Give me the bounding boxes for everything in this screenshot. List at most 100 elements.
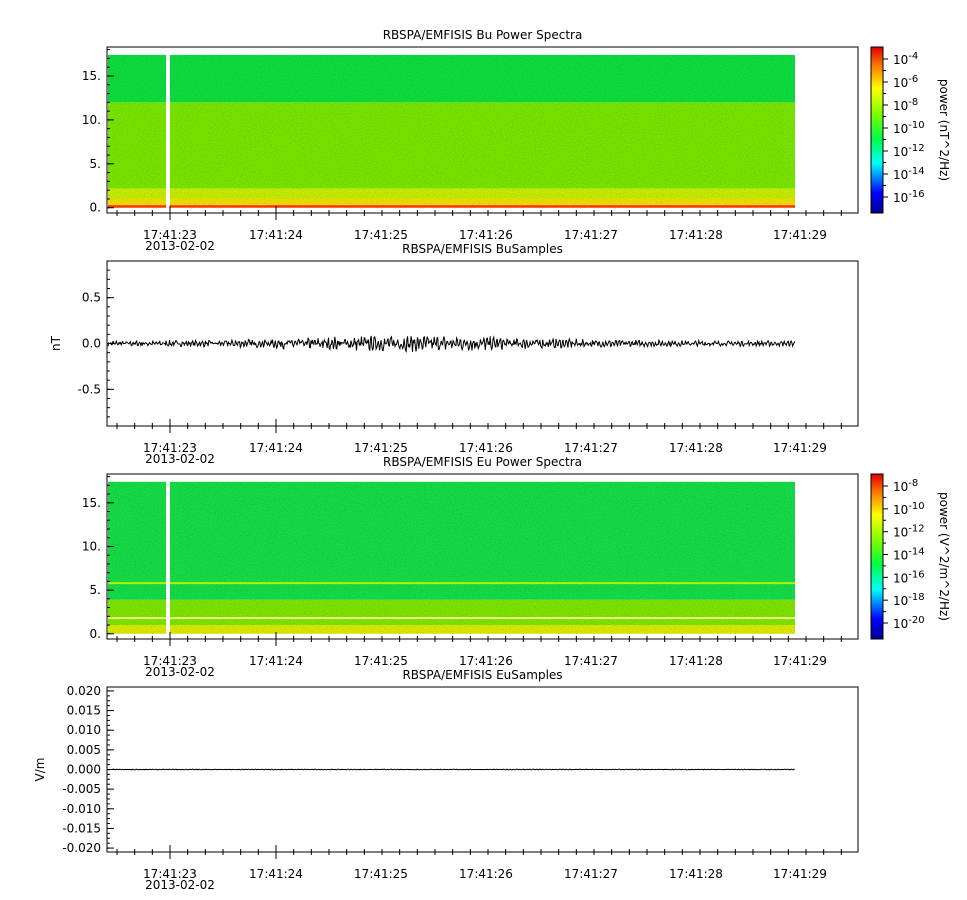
y-tick-label: -0.005 (62, 782, 101, 796)
x-tick-label: 17:41:23 (143, 441, 197, 455)
y-tick-label: -0.5 (78, 382, 101, 396)
colorbar-tick-label: 10-6 (893, 74, 918, 90)
spectral-line-1 (108, 617, 795, 620)
x-tick-label: 17:41:28 (669, 228, 723, 242)
x-tick-label: 17:41:29 (773, 441, 827, 455)
x-tick-label: 17:41:27 (564, 867, 618, 881)
x-tick-label: 17:41:27 (564, 228, 618, 242)
colorbar-tick-label: 10-16 (893, 569, 925, 585)
x-tick-label: 17:41:28 (669, 867, 723, 881)
plot-panel-2: RBSPA/EMFISIS BuSamples nT -0.5 0.0 0.5 17:41… (49, 242, 859, 466)
y-tick-label: 10. (82, 113, 101, 127)
waveform-trace (107, 335, 796, 354)
y-tick-label: 0.000 (67, 763, 101, 777)
date-label: 2013-02-02 (145, 239, 215, 253)
x-tick-label: 17:41:23 (143, 228, 197, 242)
y-tick-label: 5. (90, 583, 101, 597)
y-axis: -0.5 0.0 0.5 (78, 269, 114, 418)
x-axis: 17:41:23 17:41:24 17:41:25 17:41:26 17:41:27… (116, 206, 842, 253)
y-axis: 0. 5. 10. 15. (82, 476, 114, 641)
y-axis-label: nT (49, 335, 63, 351)
plot-panel-3: RBSPA/EMFISIS Eu Power Spectra10-810-101… (82, 455, 951, 679)
colorbar-tick-label: 10-12 (893, 524, 925, 540)
y-tick-label: 10. (82, 539, 101, 553)
x-tick-label: 17:41:26 (459, 441, 513, 455)
x-tick-label: 17:41:27 (564, 441, 618, 455)
colorbar-tick-label: 10-14 (893, 547, 925, 563)
colorbar-scale (870, 473, 884, 640)
x-tick-label: 17:41:24 (249, 441, 303, 455)
x-tick-label: 17:41:23 (143, 867, 197, 881)
spectrogram-band-4 (108, 102, 795, 189)
y-axis: -0.020 -0.015 -0.010 -0.005 0.000 0.005 0.010 0… (62, 684, 114, 855)
colorbar-tick-label: 10-12 (893, 143, 925, 159)
colorbar-tick-label: 10-4 (893, 51, 918, 67)
data-gap (166, 54, 170, 208)
plot-panel-4: RBSPA/EMFISIS EuSamplesV/m-0.020-0.015-0… (33, 668, 859, 892)
x-tick-label: 17:41:28 (669, 654, 723, 668)
y-tick-label: 15. (82, 496, 101, 510)
x-tick-label: 17:41:25 (354, 441, 408, 455)
x-tick-label: 17:41:29 (773, 654, 827, 668)
y-axis-label: V/m (33, 758, 47, 782)
date-label: 2013-02-02 (145, 452, 215, 466)
y-tick-label: 0. (90, 201, 101, 215)
x-tick-label: 17:41:26 (459, 867, 513, 881)
x-tick-label: 17:41:24 (249, 228, 303, 242)
date-label: 2013-02-02 (145, 878, 215, 892)
colorbar-tick-label: 10-16 (893, 189, 925, 205)
spectrogram-band-2 (108, 198, 795, 206)
y-tick-label: 0.0 (82, 337, 101, 351)
date-label: 2013-02-02 (145, 665, 215, 679)
spectrogram-band-5 (108, 54, 795, 103)
x-axis: 17:41:23 17:41:24 17:41:25 17:41:26 17:41:27… (116, 845, 842, 892)
y-tick-label: -0.010 (62, 802, 101, 816)
plot-title: RBSPA/EMFISIS Bu Power Spectra (383, 28, 583, 42)
x-tick-label: 17:41:27 (564, 654, 618, 668)
colorbar-tick-label: 10-20 (893, 615, 925, 631)
x-tick-label: 17:41:26 (459, 228, 513, 242)
spectrogram (108, 54, 795, 208)
spectrogram (108, 481, 795, 634)
y-tick-label: 0.020 (67, 684, 101, 698)
x-axis: 17:41:23 17:41:24 17:41:25 17:41:26 17:41:27… (116, 419, 842, 466)
spectral-line-2 (108, 582, 795, 585)
x-axis: 17:41:23 17:41:24 17:41:25 17:41:26 17:41:27… (116, 632, 842, 679)
colorbar: 10-8 10-10 10-12 10-14 10-16 10-18 10-20 power … (870, 473, 951, 640)
colorbar-label: power (nT^2/Hz) (937, 79, 951, 181)
spectrogram-band-3 (108, 481, 795, 600)
y-tick-label: -0.015 (62, 821, 101, 835)
y-tick-label: 0.005 (67, 743, 101, 757)
spectrogram-band-1 (108, 205, 795, 208)
x-tick-label: 17:41:25 (354, 654, 408, 668)
colorbar-tick-label: 10-18 (893, 592, 925, 608)
y-tick-label: 5. (90, 157, 101, 171)
spectrogram-band-3 (108, 188, 795, 199)
colorbar-tick-label: 10-10 (893, 120, 925, 136)
y-tick-label: 0.010 (67, 723, 101, 737)
colorbar: 10-4 10-6 10-8 10-10 10-12 10-14 10-16 power (n… (870, 46, 951, 214)
spectrogram-band-2 (108, 599, 795, 626)
colorbar-tick-label: 10-8 (893, 97, 918, 113)
x-tick-label: 17:41:26 (459, 654, 513, 668)
x-tick-label: 17:41:28 (669, 441, 723, 455)
colorbar-label: power (V^2/m^2/Hz) (937, 492, 951, 621)
plot-title: RBSPA/EMFISIS BuSamples (402, 242, 563, 256)
plot-panel-1: RBSPA/EMFISIS Bu Power Spectra10-410-610… (82, 28, 951, 253)
colorbar-tick-label: 10-10 (893, 501, 925, 517)
colorbar-tick-label: 10-14 (893, 166, 925, 182)
y-tick-label: 0.5 (82, 291, 101, 305)
plot-frame (106, 46, 859, 214)
y-tick-label: -0.020 (62, 841, 101, 855)
x-tick-label: 17:41:25 (354, 867, 408, 881)
y-tick-label: 15. (82, 69, 101, 83)
x-tick-label: 17:41:25 (354, 228, 408, 242)
x-tick-label: 17:41:24 (249, 867, 303, 881)
y-tick-label: 0.015 (67, 704, 101, 718)
colorbar-scale (870, 46, 884, 214)
colorbar-tick-label: 10-8 (893, 478, 918, 494)
x-tick-label: 17:41:29 (773, 867, 827, 881)
plot-title: RBSPA/EMFISIS EuSamples (402, 668, 562, 682)
plot-title: RBSPA/EMFISIS Eu Power Spectra (383, 455, 582, 469)
data-gap (166, 481, 170, 634)
